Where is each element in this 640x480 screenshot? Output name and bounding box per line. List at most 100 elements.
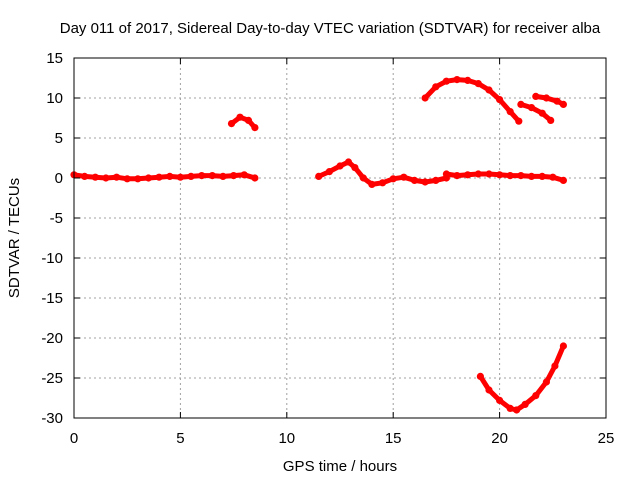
y-tick-label: -5 [50, 210, 63, 227]
data-series-arc-8 [477, 343, 566, 413]
data-point [542, 94, 551, 102]
data-point [379, 179, 387, 187]
data-point [176, 173, 184, 181]
data-layer [70, 76, 568, 414]
x-tick-label: 5 [176, 430, 184, 447]
data-point [400, 173, 408, 181]
data-point [442, 77, 450, 85]
data-series-arc-4 [422, 77, 522, 124]
y-tick-label: 15 [46, 50, 63, 67]
y-tick-label: 10 [46, 90, 63, 107]
data-point [325, 168, 333, 176]
data-point [227, 120, 236, 128]
data-point [559, 100, 568, 108]
data-point [453, 172, 461, 180]
x-tick-label: 15 [385, 430, 402, 447]
data-point [432, 83, 440, 91]
data-point [464, 171, 472, 179]
data-point [547, 116, 555, 124]
data-point [344, 158, 353, 166]
data-series-arc-1 [71, 172, 258, 182]
data-point [91, 173, 99, 181]
y-tick-label: -20 [41, 330, 63, 347]
data-point [410, 176, 419, 184]
data-point [517, 100, 525, 108]
data-point [113, 173, 121, 181]
data-point [517, 172, 525, 180]
x-tick-label: 25 [598, 430, 615, 447]
data-point [485, 386, 493, 394]
data-point [368, 180, 376, 188]
data-point [432, 176, 440, 184]
plot-frame [73, 57, 607, 419]
data-point [538, 172, 546, 180]
data-point [198, 172, 206, 180]
y-tick-label: 5 [55, 130, 63, 147]
data-point [230, 172, 238, 180]
x-tick-label: 10 [278, 430, 295, 447]
data-point [123, 175, 131, 183]
data-point [513, 406, 521, 414]
data-point [134, 175, 142, 183]
data-point [187, 172, 195, 180]
y-tick-label: -15 [41, 290, 63, 307]
data-point [251, 124, 259, 132]
data-point [476, 372, 484, 380]
y-axis-label: SDTVAR / TECUs [6, 178, 23, 298]
data-point [219, 172, 227, 180]
data-point [166, 172, 174, 180]
x-tick-label: 20 [491, 430, 508, 447]
data-point [474, 80, 482, 88]
tick-layer: 0 5 10 15 20 25 -30 -25 -20 -15 -10 -5 0 5 10 15 [41, 50, 614, 447]
data-point [551, 362, 559, 370]
data-point [421, 94, 429, 102]
data-point [244, 116, 253, 124]
data-point [251, 174, 259, 182]
y-tick-label: -10 [41, 250, 63, 267]
data-point [351, 164, 359, 172]
data-point [144, 174, 153, 182]
data-point [102, 174, 110, 182]
data-point [155, 173, 163, 181]
data-point [464, 76, 472, 84]
y-tick-label: -25 [41, 370, 63, 387]
data-point [421, 178, 429, 186]
data-point [506, 172, 514, 180]
data-point [559, 342, 568, 350]
grid-layer [74, 58, 606, 418]
x-axis-label: GPS time / hours [283, 458, 397, 475]
data-point [559, 176, 568, 184]
x-tick-label: 0 [70, 430, 78, 447]
data-series-arc-5 [443, 171, 566, 183]
data-point [496, 96, 504, 104]
data-point [553, 97, 561, 105]
data-series-arc-2 [229, 114, 258, 131]
y-tick-label: 0 [55, 170, 63, 187]
data-point [81, 172, 89, 180]
data-point [527, 172, 536, 180]
data-point [453, 76, 461, 84]
data-point [474, 170, 482, 178]
data-point [336, 162, 344, 170]
chart-title: Day 011 of 2017, Sidereal Day-to-day VTE… [60, 20, 601, 37]
data-point [359, 174, 367, 182]
data-point [485, 170, 493, 178]
data-point [538, 109, 546, 117]
data-point [496, 396, 504, 404]
y-tick-label: -30 [41, 410, 63, 427]
data-point [208, 172, 216, 180]
data-point [506, 108, 514, 116]
data-point [542, 378, 551, 386]
data-point [521, 400, 529, 408]
data-point [527, 104, 536, 112]
data-point [315, 172, 323, 180]
data-point [549, 173, 557, 181]
data-point [515, 117, 523, 125]
data-point [485, 86, 493, 94]
data-series-arc-6 [518, 101, 554, 123]
data-point [496, 171, 504, 179]
data-point [532, 392, 540, 400]
data-point [532, 92, 540, 100]
data-point [389, 175, 397, 183]
